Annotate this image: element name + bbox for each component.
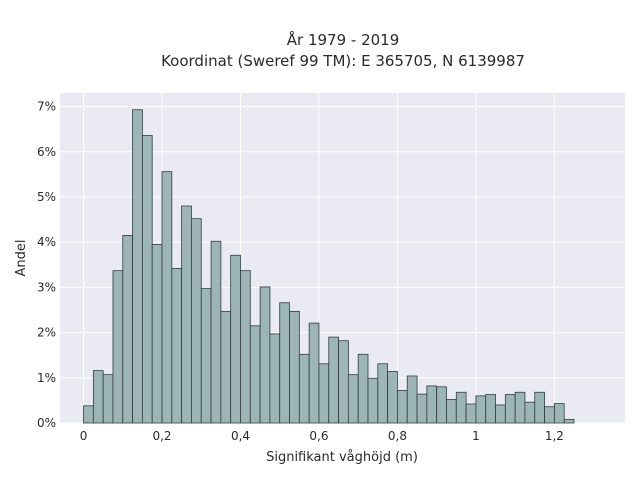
- x-tick-label: 0,4: [231, 429, 250, 443]
- chart-subtitle: Koordinat (Sweref 99 TM): E 365705, N 61…: [161, 52, 525, 70]
- histogram-bar: [534, 391, 545, 424]
- histogram-bar: [485, 394, 496, 424]
- histogram-bar: [181, 205, 192, 424]
- histogram-bar: [367, 377, 379, 424]
- histogram-bar: [495, 404, 506, 424]
- histogram-bar: [132, 109, 143, 424]
- histogram-bar: [387, 371, 398, 424]
- x-axis-label: Signifikant våghöjd (m): [266, 450, 418, 465]
- x-tick-label: 0,8: [388, 429, 407, 443]
- histogram-bar: [357, 353, 369, 424]
- y-axis-ticks: 0% 1% 2% 3% 4% 5% 6% 7%: [37, 100, 56, 430]
- chart-title: År 1979 - 2019: [287, 30, 400, 49]
- x-axis-ticks: 0 0,2 0,4 0,6 0,8 1 1,2: [80, 429, 564, 443]
- histogram-bar: [289, 310, 300, 424]
- histogram-bar: [210, 240, 222, 424]
- y-tick-label: 1%: [37, 371, 56, 385]
- x-tick-label: 0,6: [309, 429, 328, 443]
- histogram-bar: [524, 401, 536, 424]
- histogram-bar: [455, 391, 467, 424]
- histogram-bar: [240, 270, 251, 424]
- histogram-bar: [563, 418, 575, 424]
- histogram-bar: [426, 385, 438, 424]
- y-tick-label: 7%: [37, 100, 56, 114]
- x-tick-label: 1,2: [545, 429, 564, 443]
- histogram-bar: [416, 393, 428, 424]
- histogram-bar: [161, 171, 173, 424]
- histogram-bar: [397, 390, 408, 424]
- histogram-bar: [504, 394, 516, 424]
- y-tick-label: 3%: [37, 280, 56, 294]
- histogram-bar: [318, 363, 330, 424]
- histogram-bar: [347, 374, 359, 424]
- histogram-bar: [328, 336, 339, 424]
- histogram-bars: [83, 109, 575, 424]
- x-tick-label: 0: [80, 429, 88, 443]
- histogram-bar: [191, 218, 202, 424]
- y-tick-label: 6%: [37, 145, 56, 159]
- histogram-bar: [220, 310, 232, 424]
- histogram-bar: [141, 135, 153, 424]
- y-tick-label: 2%: [37, 326, 56, 340]
- y-tick-label: 4%: [37, 235, 56, 249]
- histogram-bar: [122, 234, 133, 424]
- histogram-bar: [83, 405, 94, 424]
- histogram-bar: [553, 403, 565, 424]
- histogram-bar: [406, 375, 418, 424]
- histogram-bar: [308, 322, 320, 424]
- histogram-bar: [151, 244, 163, 424]
- histogram-bar: [446, 399, 457, 424]
- histogram-bar: [171, 267, 183, 424]
- histogram-bar: [102, 374, 114, 424]
- histogram-bar: [230, 254, 241, 424]
- histogram-bar: [465, 403, 477, 424]
- histogram-bar: [269, 333, 281, 424]
- x-tick-label: 0,2: [152, 429, 171, 443]
- histogram-bar: [249, 325, 261, 424]
- histogram-bar: [436, 386, 447, 424]
- y-tick-label: 0%: [37, 416, 56, 430]
- histogram-bar: [200, 287, 212, 424]
- histogram-bar: [279, 302, 290, 424]
- histogram-bar: [259, 286, 271, 424]
- histogram-bar: [544, 406, 555, 424]
- y-axis-label: Andel: [14, 240, 29, 277]
- x-tick-label: 1: [472, 429, 480, 443]
- histogram-bar: [514, 391, 526, 424]
- histogram-bar: [475, 395, 487, 424]
- histogram-bar: [112, 270, 124, 424]
- histogram-bar: [298, 353, 310, 424]
- histogram-bar: [92, 370, 104, 424]
- y-tick-label: 5%: [37, 190, 56, 204]
- histogram-bar: [338, 340, 349, 424]
- histogram-bar: [377, 363, 389, 424]
